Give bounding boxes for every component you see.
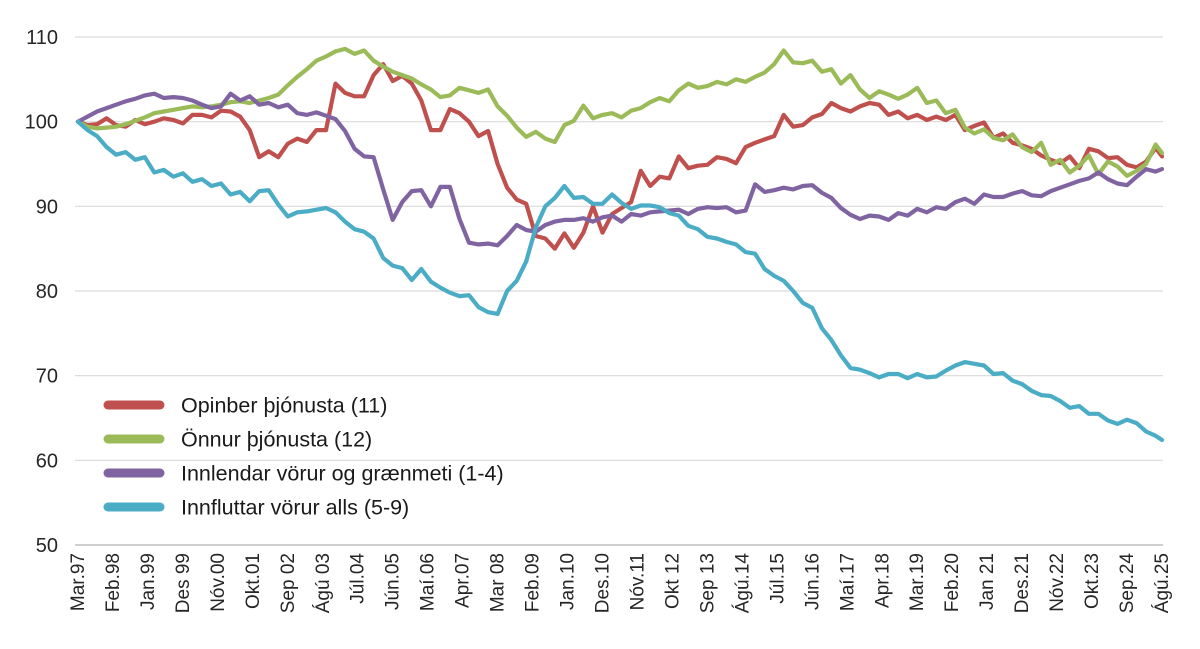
series-line-onnur-thjonusta	[75, 46, 1165, 178]
y-axis-tick-label: 90	[36, 196, 58, 218]
x-axis-tick-label: Des.10	[593, 553, 614, 613]
y-axis-tick-label: 100	[25, 112, 58, 134]
x-axis-tick-label: Okt 12	[662, 553, 683, 609]
x-axis-tick-label: Des 99	[173, 553, 194, 613]
x-axis-tick-label: Feb.20	[942, 553, 963, 612]
y-axis-tick-label: 80	[36, 281, 58, 303]
legend-label-onnur-thjonusta: Önnur þjónusta (12)	[181, 428, 372, 452]
x-axis-tick-label: Des.21	[1012, 553, 1033, 613]
x-axis-tick-label: Apr.18	[872, 553, 893, 608]
y-axis-tick-label: 50	[36, 535, 58, 557]
series-line-innfluttar-vorur	[75, 119, 1165, 443]
y-axis-tick-label: 60	[36, 450, 58, 472]
x-axis-tick-label: Maí.17	[837, 553, 858, 611]
x-axis-tick-label: Nóv.00	[208, 553, 229, 612]
x-axis-tick-label: Sep 13	[697, 553, 718, 613]
x-axis-tick-label: Ágú 03	[313, 553, 334, 613]
x-axis-tick-label: Sep 02	[278, 553, 299, 613]
x-axis-tick-label: Nóv.22	[1047, 553, 1068, 612]
series-line-opinber-thjonusta	[75, 61, 1165, 251]
x-axis-tick-label: Jan.10	[558, 553, 579, 610]
x-axis-tick-label: Okt.01	[243, 553, 264, 609]
x-axis-tick-label: Jan.99	[138, 553, 159, 610]
x-axis-tick-label: Jún.05	[383, 553, 404, 610]
x-axis-tick-label: Ágú.14	[732, 553, 753, 614]
x-axis-tick-label: Feb.98	[103, 553, 124, 612]
y-axis-tick-label: 110	[26, 27, 58, 49]
legend-label-opinber-thjonusta: Opinber þjónusta (11)	[181, 394, 387, 418]
x-axis-tick-label: Mar.97	[68, 553, 89, 611]
x-axis-tick-label: Okt.23	[1082, 553, 1103, 609]
y-axis-tick-label: 70	[36, 366, 58, 388]
x-axis-tick-label: Jún.16	[802, 553, 823, 610]
x-axis-tick-label: Feb.09	[523, 553, 544, 612]
x-axis-tick-label: Jan 21	[977, 553, 998, 610]
x-axis-tick-label: Mar 08	[488, 553, 509, 612]
legend-label-innfluttar-vorur: Innfluttar vörur alls (5-9)	[181, 496, 409, 520]
x-axis-tick-label: Ágú.25	[1152, 553, 1173, 613]
x-axis-tick-label: Júl.04	[348, 553, 369, 604]
x-axis-tick-label: Júl.15	[767, 553, 788, 604]
x-axis-tick-label: Apr.07	[453, 553, 474, 608]
series-line-innlendar-vorur	[75, 91, 1165, 248]
legend-label-innlendar-vorur: Innlendar vörur og grænmeti (1-4)	[181, 462, 504, 486]
x-axis-tick-label: Maí.06	[418, 553, 439, 611]
x-axis-tick-label: Sep.24	[1117, 553, 1138, 614]
x-axis-tick-label: Nóv.11	[627, 553, 648, 610]
x-axis-tick-label: Mar.19	[907, 553, 928, 611]
